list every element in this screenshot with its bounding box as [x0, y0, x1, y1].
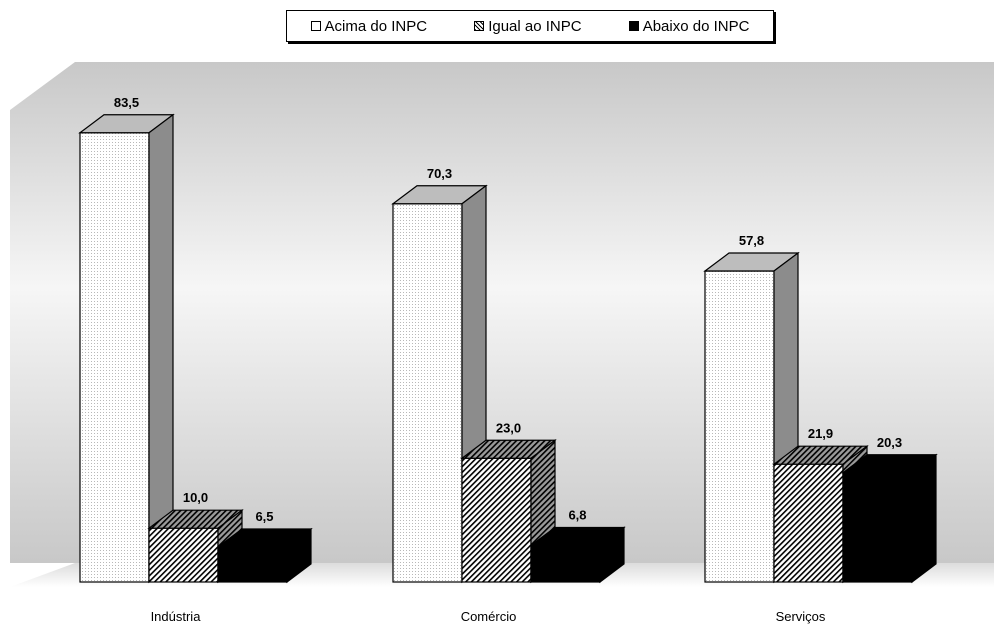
- data-label-acima-2: 57,8: [739, 233, 764, 248]
- legend-swatch-acima: [310, 21, 321, 31]
- bar-acima-0: [79, 132, 150, 583]
- legend-label-acima: Acima do INPC: [324, 17, 428, 35]
- category-label-2: Serviços: [776, 609, 826, 624]
- legend-item-abaixo: Abaixo do INPC: [628, 17, 750, 35]
- legend-swatch-igual: [474, 21, 485, 31]
- bar-abaixo-2: [842, 472, 913, 583]
- bar-side-acima-0: [148, 113, 174, 584]
- legend-item-igual: Igual ao INPC: [474, 17, 582, 35]
- category-label-1: Comércio: [461, 609, 517, 624]
- bar-group-2: [703, 251, 938, 584]
- bar-abaixo-1: [530, 544, 601, 583]
- bar-side-abaixo-0: [286, 527, 312, 584]
- bar-group-1: [391, 184, 626, 584]
- bar-side-abaixo-1: [599, 526, 625, 584]
- category-labels-layer: Indústria Comércio Serviços: [151, 609, 826, 624]
- bar-acima-2: [704, 270, 775, 583]
- bar-igual-0: [148, 527, 219, 583]
- bar-side-abaixo-2: [911, 453, 937, 584]
- data-label-igual-1: 23,0: [496, 420, 521, 435]
- bar-group-0: [78, 113, 313, 584]
- data-label-abaixo-1: 6,8: [568, 507, 586, 522]
- legend-label-abaixo: Abaixo do INPC: [642, 17, 750, 35]
- bar-igual-2: [773, 463, 844, 583]
- data-label-abaixo-2: 20,3: [877, 435, 902, 450]
- category-label-0: Indústria: [151, 609, 202, 624]
- bar-acima-1: [392, 203, 463, 583]
- data-label-igual-0: 10,0: [183, 490, 208, 505]
- data-label-acima-0: 83,5: [114, 95, 139, 110]
- data-label-abaixo-0: 6,5: [255, 509, 273, 524]
- data-label-igual-2: 21,9: [808, 426, 833, 441]
- legend-item-acima: Acima do INPC: [310, 17, 428, 35]
- legend-label-igual: Igual ao INPC: [488, 17, 582, 35]
- chart-legend: Acima do INPC Igual ao INPC Abaixo do IN…: [286, 10, 774, 42]
- legend-swatch-abaixo: [628, 21, 639, 31]
- bars-layer: [78, 113, 938, 584]
- bar-abaixo-0: [217, 546, 288, 583]
- bar-igual-1: [461, 457, 532, 583]
- data-labels-layer: 83,5 10,0 6,5 70,3 23,0 6,8 57,8 21,9 20,3: [114, 95, 902, 524]
- data-label-acima-1: 70,3: [427, 166, 452, 181]
